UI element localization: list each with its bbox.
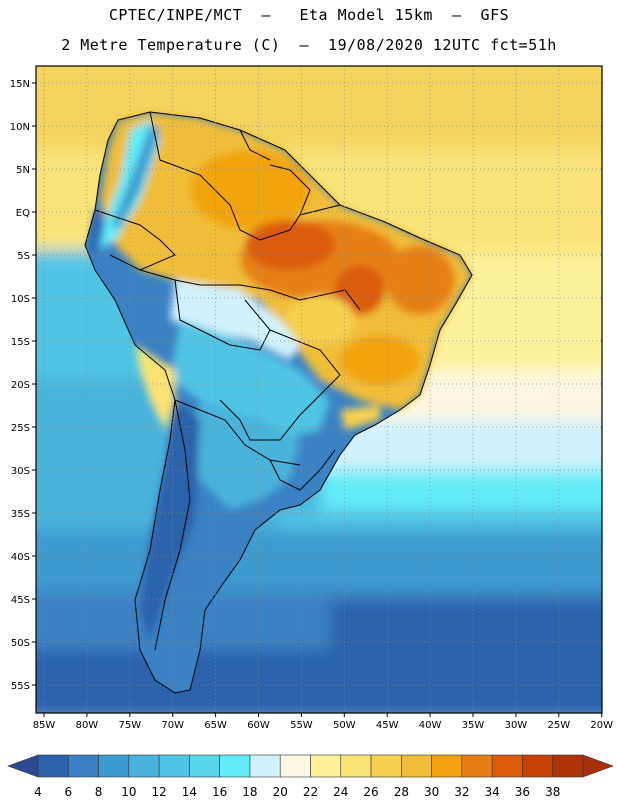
lat-tick-label: 55S	[11, 681, 30, 692]
map-field	[36, 66, 602, 713]
lat-tick-label: 30S	[11, 466, 30, 477]
lat-tick-label: 15N	[10, 79, 30, 90]
colorbar-swatch	[431, 754, 463, 778]
colorbar-swatch	[461, 754, 493, 778]
lat-tick-label: 10S	[11, 294, 30, 305]
colorbar-level-label: 22	[303, 785, 318, 799]
lat-tick-label: 35S	[11, 509, 30, 520]
colorbar-swatch	[37, 754, 69, 778]
colorbar-level-label: 30	[424, 785, 439, 799]
colorbar-swatch	[98, 754, 130, 778]
longitude-axis: 85W 80W 75W 70W 65W 60W 55W 50W 45W 40W 35W 30W 25W 2…	[33, 713, 613, 731]
colorbar-level-label: 8	[95, 785, 103, 799]
lat-tick-label: 20S	[11, 380, 30, 391]
lon-tick-label: 65W	[204, 720, 227, 731]
colorbar-level-label: 14	[182, 785, 197, 799]
colorbar-level-label: 26	[363, 785, 378, 799]
colorbar-swatch	[310, 754, 342, 778]
lon-tick-label: 45W	[376, 720, 399, 731]
colorbar-level-label: 10	[121, 785, 136, 799]
colorbar-high-arrow	[582, 754, 614, 778]
colorbar-level-label: 20	[273, 785, 288, 799]
colorbar-swatch	[401, 754, 432, 778]
lon-tick-label: 85W	[33, 720, 56, 731]
lon-tick-label: 55W	[290, 720, 313, 731]
chart-title-line2: 2 Metre Temperature (C) – 19/08/2020 12U…	[61, 36, 557, 54]
borders	[84, 111, 473, 694]
lat-tick-label: EQ	[16, 208, 30, 219]
colorbar-swatch	[522, 754, 554, 778]
colorbar-level-label: 16	[212, 785, 227, 799]
chart-title-line1: CPTEC/INPE/MCT – Eta Model 15km – GFS	[108, 6, 510, 24]
lon-tick-label: 40W	[419, 720, 442, 731]
lat-tick-label: 10N	[10, 122, 30, 133]
colorbar-swatch	[340, 754, 372, 778]
lat-tick-label: 5N	[16, 165, 30, 176]
colorbar-swatch	[189, 754, 220, 778]
map-frame	[35, 65, 603, 714]
colorbar-swatch	[219, 754, 251, 778]
lon-tick-label: 50W	[333, 720, 356, 731]
lon-tick-label: 75W	[118, 720, 141, 731]
lat-tick-label: 50S	[11, 638, 30, 649]
colorbar-low-arrow	[7, 754, 39, 778]
lat-tick-label: 15S	[11, 337, 30, 348]
lat-tick-label: 45S	[11, 595, 30, 606]
lon-tick-label: 20W	[590, 720, 613, 731]
colorbar-swatch	[370, 754, 402, 778]
colorbar-level-label: 34	[485, 785, 500, 799]
lon-tick-label: 35W	[462, 720, 485, 731]
lon-tick-label: 30W	[505, 720, 528, 731]
colorbar-swatch	[279, 754, 311, 778]
lat-tick-label: 5S	[17, 251, 30, 262]
colorbar-level-label: 36	[515, 785, 530, 799]
lon-tick-label: 70W	[161, 720, 184, 731]
lat-tick-label: 25S	[11, 423, 30, 434]
colorbar-level-label: 24	[333, 785, 348, 799]
colorbar-level-label: 18	[242, 785, 257, 799]
colorbar: 4 6 8 10 12 14 16 18 20 22 24 26 28 30 32 34 36 38	[7, 754, 614, 799]
lon-tick-label: 25W	[547, 720, 570, 731]
colorbar-swatch	[249, 754, 281, 778]
colorbar-swatch	[552, 754, 584, 778]
colorbar-level-label: 28	[394, 785, 409, 799]
colorbar-level-label: 32	[454, 785, 469, 799]
lat-tick-label: 40S	[11, 552, 30, 563]
colorbar-level-label: 4	[34, 785, 42, 799]
colorbar-swatch	[491, 754, 523, 778]
colorbar-swatch	[67, 754, 99, 778]
lon-tick-label: 80W	[76, 720, 99, 731]
lon-tick-label: 60W	[247, 720, 270, 731]
latitude-axis: 15N 10N 5N EQ 5S 10S 15S 20S 25S 30S 35S 40S 45S 50S 5…	[10, 79, 36, 692]
colorbar-level-label: 6	[64, 785, 72, 799]
colorbar-level-label: 12	[151, 785, 166, 799]
colorbar-swatch	[158, 754, 190, 778]
colorbar-swatch	[128, 754, 160, 778]
colorbar-level-label: 38	[545, 785, 560, 799]
